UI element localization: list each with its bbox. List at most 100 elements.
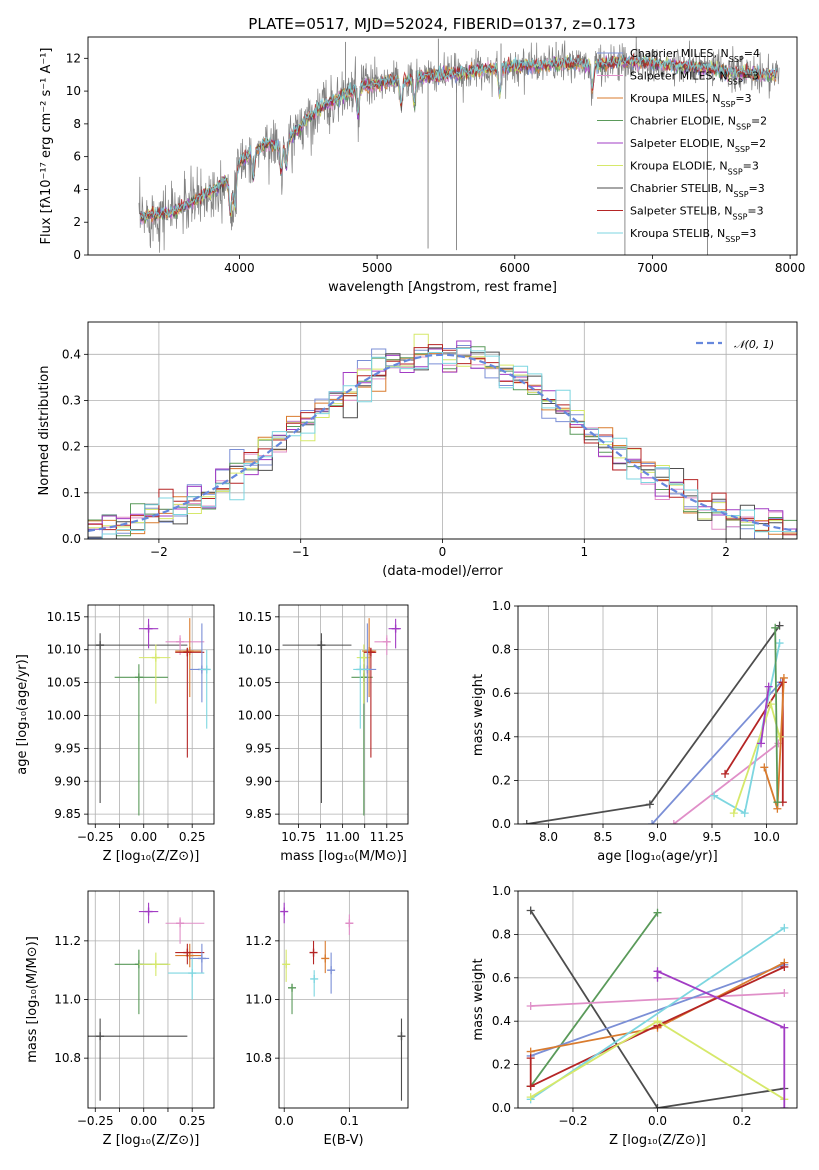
x-tick-label: 0.00 — [130, 830, 157, 844]
y-tick-label: 10.00 — [47, 708, 81, 722]
y-tick-label: 0.0 — [62, 532, 81, 546]
weight-marker — [773, 798, 782, 807]
weight-marker — [526, 1082, 535, 1091]
x-axis-label: Z [log₁₀(Z/Z⊙)] — [103, 1133, 200, 1148]
errorbar-salpeter-stelib — [363, 647, 377, 758]
normal-curve — [88, 353, 797, 532]
weight-marker — [653, 908, 662, 917]
weight-line — [760, 686, 770, 744]
axes-frame — [87, 321, 798, 540]
y-tick-label: 11.2 — [245, 934, 272, 948]
y-tick-label: 9.85 — [245, 807, 272, 821]
legend-label: Salpeter STELIB, NSSP=3 — [630, 205, 764, 222]
x-axis-label: wavelength [Angstrom, rest frame] — [328, 280, 557, 295]
weight-marker — [757, 739, 766, 748]
weight-line — [529, 912, 659, 1087]
plot-area — [88, 902, 210, 1101]
y-tick-label: 10 — [66, 84, 81, 98]
point-marker — [288, 983, 297, 992]
errorbar-salpeter-miles — [165, 635, 205, 655]
errorbar-kroupa-miles — [175, 618, 202, 698]
point-marker — [96, 1032, 105, 1041]
weight-marker — [653, 967, 662, 976]
x-tick-label: 8.0 — [539, 830, 558, 844]
y-tick-label: 0.3 — [62, 393, 81, 407]
point-marker — [356, 665, 365, 674]
axes-frame — [278, 890, 409, 1109]
y-axis-label: mass [log₁₀(M/M⊙)] — [25, 936, 40, 1063]
panel-mass_vs_Z: −0.25 0.00 0.25 10.8 11.0 11.2 Z [log₁₀(Z/Z⊙)]… — [25, 890, 215, 1148]
panel-spectrum: 4000 5000 6000 7000 8000 0 2 4 6 8 10 12 wavelength … — [39, 36, 805, 295]
weight-marker — [771, 623, 780, 632]
point-marker — [309, 948, 318, 957]
errorbar-kroupa-elodie — [356, 644, 371, 704]
errorbar-chabrier-stelib — [88, 633, 188, 803]
weight-marker — [780, 988, 789, 997]
panels: 4000 5000 6000 7000 8000024681012wavelength … — [15, 36, 805, 1148]
x-tick-label: 0 — [439, 545, 447, 559]
y-axis-label: Normed distribution — [37, 366, 52, 496]
weight-series-chabrier-elodie — [771, 623, 782, 807]
y-tick-label: 9.90 — [245, 774, 272, 788]
x-tick-label: 9.0 — [648, 830, 667, 844]
point-marker — [366, 648, 375, 657]
y-tick-label: 0.2 — [492, 1058, 511, 1072]
weight-marker — [764, 682, 773, 691]
weight-marker — [780, 1104, 789, 1108]
errorbar-salpeter-stelib — [309, 940, 318, 965]
weight-marker — [526, 1054, 535, 1063]
weight-line — [673, 742, 780, 824]
point-marker — [391, 624, 400, 633]
x-tick-label: 0.00 — [130, 1114, 157, 1128]
x-tick-label: 0.2 — [732, 1114, 751, 1128]
y-tick-label: 9.95 — [245, 741, 272, 755]
weight-marker — [775, 621, 784, 630]
point-marker — [151, 960, 160, 969]
point-marker — [310, 974, 319, 983]
weight-marker — [648, 820, 657, 824]
x-axis-label: E(B-V) — [323, 1133, 363, 1148]
point-marker — [365, 647, 374, 656]
x-tick-label: 10.75 — [281, 830, 315, 844]
panel-mass_vs_ebv: 0.0 0.1 10.8 11.0 11.2 E(B-V) — [245, 890, 409, 1148]
x-tick-label: 0.0 — [275, 1114, 294, 1128]
legend-label: Kroupa MILES, NSSP=3 — [630, 92, 752, 109]
y-tick-label: 0.0 — [492, 817, 511, 831]
plot-area — [88, 333, 797, 539]
errorbar-chabrier-stelib — [88, 1018, 188, 1101]
panel-age_vs_mass: 10.75 11.00 11.25 9.85 9.90 9.95 10.00 10.05 10.… — [238, 604, 409, 864]
errorbar-chabrier-elodie — [114, 664, 168, 816]
weight-series-kroupa-stelib — [526, 923, 789, 1104]
legend-label: Chabrier MILES, NSSP=4 — [630, 47, 760, 64]
legend-label: 𝒩(0, 1) — [734, 338, 774, 351]
x-tick-label: −0.25 — [77, 830, 114, 844]
weight-marker — [653, 1104, 662, 1108]
weight-marker — [775, 639, 784, 648]
weight-line — [529, 910, 785, 1108]
y-axis-label: Flux [fλ10⁻¹⁷ erg cm⁻² s⁻¹ A⁻¹] — [39, 48, 54, 245]
x-tick-label: 0.25 — [179, 830, 206, 844]
y-tick-label: 9.85 — [54, 807, 81, 821]
point-marker — [96, 641, 105, 650]
y-tick-label: 1.0 — [492, 599, 511, 613]
y-tick-label: 0.0 — [492, 1101, 511, 1115]
y-axis-label: age [log₁₀(age/yr)] — [15, 654, 30, 775]
weight-series-salpeter-miles — [526, 988, 789, 1011]
weight-marker — [669, 820, 678, 824]
x-tick-label: 6000 — [500, 261, 531, 275]
legend-label: Chabrier ELODIE, NSSP=2 — [630, 115, 767, 132]
point-marker — [176, 919, 185, 928]
y-tick-label: 0.4 — [492, 730, 511, 744]
point-marker — [188, 969, 197, 978]
weight-series-chabrier-miles — [648, 678, 785, 824]
weight-marker — [710, 791, 719, 800]
plot-area — [88, 618, 211, 816]
y-tick-label: 10.05 — [238, 676, 272, 690]
point-marker — [183, 648, 192, 657]
x-tick-label: 0.25 — [179, 1114, 206, 1128]
y-tick-label: 0.1 — [62, 486, 81, 500]
x-tick-label: 11.25 — [370, 830, 404, 844]
point-marker — [345, 919, 354, 928]
x-tick-label: 9.5 — [702, 830, 721, 844]
panel-age_vs_Z: −0.25 0.00 0.25 9.85 9.90 9.95 10.00 10.05 10.10… — [15, 604, 215, 864]
